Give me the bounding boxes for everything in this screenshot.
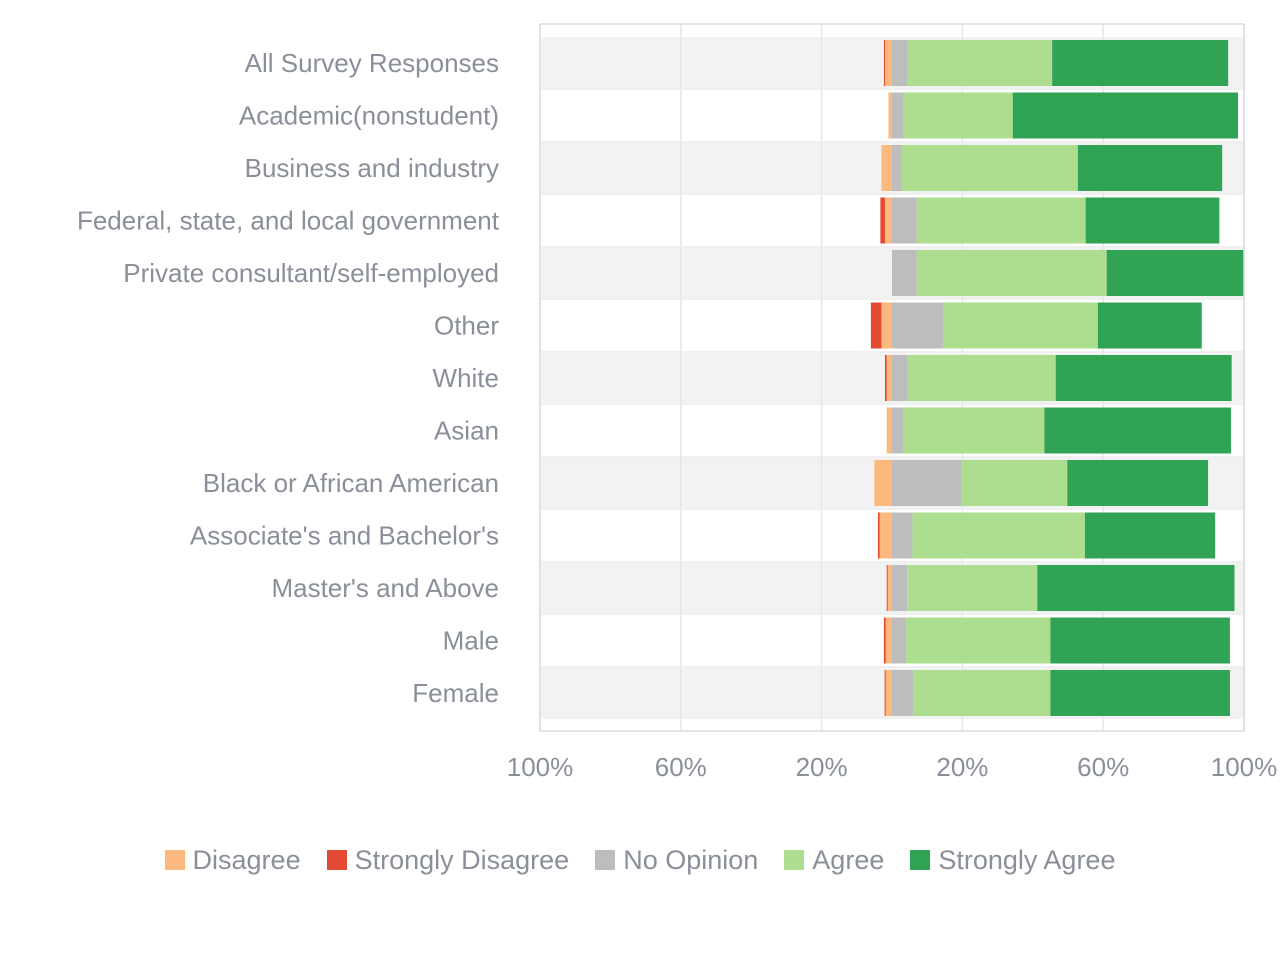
- legend-swatch: [164, 850, 185, 870]
- category-label: Master's and Above: [271, 573, 499, 603]
- legend-swatch: [784, 850, 805, 870]
- bar-strongly-agree: [1052, 40, 1229, 86]
- bar-disagree: [884, 197, 892, 244]
- bar-agree: [903, 407, 1045, 454]
- bar-disagree: [874, 460, 892, 506]
- bar-no-opinion: [892, 197, 917, 244]
- bar-no-opinion: [892, 355, 908, 401]
- bar-agree: [903, 92, 1013, 139]
- bar-strongly-agree: [1084, 512, 1216, 559]
- bar-strongly-disagree: [883, 40, 885, 86]
- bar-strongly-agree: [1050, 670, 1230, 716]
- legend-item: Strongly Disagree: [326, 844, 570, 876]
- bar-agree: [907, 355, 1056, 401]
- bar-disagree: [879, 512, 892, 559]
- legend-label: Strongly Agree: [938, 844, 1116, 875]
- category-label: Academic(nonstudent): [239, 101, 499, 131]
- bar-strongly-disagree: [870, 302, 882, 349]
- legend-label: Strongly Disagree: [354, 844, 570, 875]
- legend-label: Disagree: [192, 844, 301, 875]
- category-label: Black or African American: [203, 468, 499, 498]
- bar-strongly-disagree: [886, 565, 888, 611]
- bar-agree: [961, 460, 1068, 506]
- bar-disagree: [887, 565, 892, 611]
- bar-agree: [913, 670, 1051, 716]
- x-tick-label: 60%: [655, 752, 707, 782]
- category-label: Business and industry: [245, 153, 499, 183]
- bar-agree: [907, 40, 1053, 86]
- bar-disagree: [886, 355, 892, 401]
- bar-strongly-agree: [1085, 197, 1220, 244]
- bar-agree: [916, 250, 1107, 296]
- bar-disagree: [884, 40, 892, 86]
- bar-strongly-disagree: [883, 617, 886, 664]
- bars: [870, 40, 1244, 716]
- bar-strongly-disagree: [884, 670, 886, 716]
- chart: All Survey Responses Academic(nonstudent)…: [77, 23, 1278, 782]
- bar-disagree: [881, 302, 892, 349]
- bar-agree: [907, 565, 1038, 611]
- category-label: All Survey Responses: [245, 48, 499, 78]
- category-labels: All Survey Responses Academic(nonstudent)…: [77, 48, 500, 708]
- category-label: White: [433, 363, 499, 393]
- bar-agree: [906, 617, 1051, 664]
- bar-agree: [912, 512, 1085, 559]
- legend-label: Agree: [812, 844, 885, 875]
- legend-item: Disagree: [164, 844, 301, 876]
- bar-disagree: [885, 617, 892, 664]
- bar-disagree: [888, 92, 892, 139]
- bar-no-opinion: [892, 250, 917, 296]
- legend-swatch: [326, 850, 347, 870]
- bar-strongly-agree: [1097, 302, 1202, 349]
- x-tick-label: 20%: [796, 752, 848, 782]
- bar-strongly-agree: [1106, 250, 1244, 296]
- plot-frame: [539, 23, 1245, 732]
- x-tick-labels: 100% 60% 20% 20% 60% 100%: [507, 752, 1278, 782]
- category-label: Federal, state, and local government: [77, 206, 500, 236]
- bar-no-opinion: [892, 512, 913, 559]
- legend-swatch: [910, 850, 931, 870]
- bar-no-opinion: [892, 617, 907, 664]
- bar-strongly-agree: [1067, 460, 1209, 506]
- bar-strongly-agree: [1037, 565, 1235, 611]
- bar-strongly-disagree: [877, 512, 880, 559]
- category-label: Other: [434, 311, 499, 341]
- bar-no-opinion: [892, 407, 904, 454]
- bar-no-opinion: [892, 670, 914, 716]
- bar-no-opinion: [892, 145, 902, 191]
- bar-agree: [916, 197, 1086, 244]
- bar-strongly-disagree: [880, 197, 885, 244]
- bar-disagree: [885, 670, 892, 716]
- category-label: Private consultant/self-employed: [123, 258, 499, 288]
- bar-no-opinion: [892, 460, 962, 506]
- bar-no-opinion: [892, 40, 908, 86]
- bar-strongly-agree: [1050, 617, 1230, 664]
- bar-agree: [901, 145, 1078, 191]
- bar-no-opinion: [892, 302, 944, 349]
- legend: Disagree Strongly Disagree No Opinion Agree…: [0, 838, 1280, 882]
- legend-item: Strongly Agree: [910, 845, 1115, 876]
- bar-no-opinion: [892, 565, 908, 611]
- category-label: Asian: [434, 416, 499, 446]
- bar-disagree: [886, 407, 892, 454]
- legend-label: No Opinion: [623, 844, 759, 875]
- x-tick-label: 100%: [1211, 752, 1278, 782]
- category-label: Associate's and Bachelor's: [190, 521, 499, 551]
- legend-swatch: [595, 850, 616, 870]
- bar-strongly-agree: [1012, 92, 1239, 139]
- x-tick-label: 60%: [1077, 752, 1129, 782]
- legend-item: Agree: [784, 845, 884, 876]
- bar-no-opinion: [892, 92, 904, 139]
- x-tick-label: 100%: [507, 752, 574, 782]
- bar-strongly-disagree: [884, 355, 887, 401]
- category-label: Female: [412, 678, 499, 708]
- bar-strongly-agree: [1044, 407, 1231, 454]
- x-tick-label: 20%: [936, 752, 988, 782]
- bar-agree: [943, 302, 1098, 349]
- legend-item: No Opinion: [595, 845, 758, 876]
- bar-strongly-agree: [1077, 145, 1223, 191]
- bar-strongly-agree: [1055, 355, 1232, 401]
- category-label: Male: [443, 626, 499, 656]
- bar-disagree: [881, 145, 892, 191]
